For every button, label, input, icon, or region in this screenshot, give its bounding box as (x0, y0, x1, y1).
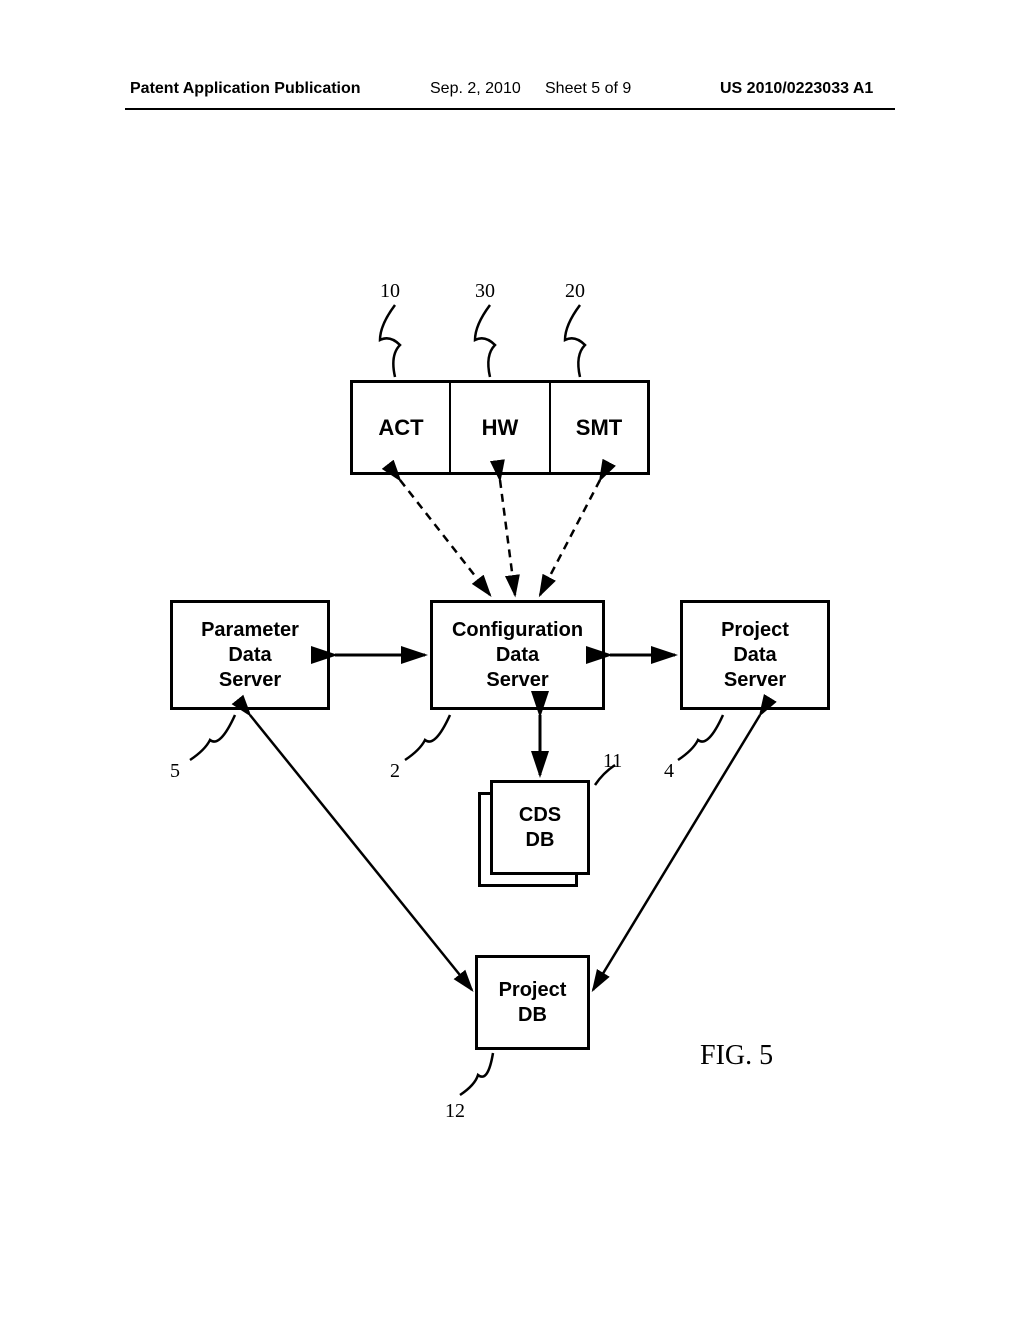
ref-2: 2 (390, 760, 400, 783)
box-cds-db: CDS DB (490, 780, 590, 875)
figure-5-diagram: 10 30 20 ACT HW SMT Parameter Data Serve… (0, 0, 1024, 1320)
ref-30: 30 (475, 280, 495, 303)
box-hw: HW (450, 380, 550, 475)
ref-12: 12 (445, 1100, 465, 1123)
ref-4: 4 (664, 760, 674, 783)
ref-10: 10 (380, 280, 400, 303)
ref-5: 5 (170, 760, 180, 783)
box-parameter-data-server: Parameter Data Server (170, 600, 330, 710)
ref-11: 11 (603, 750, 622, 773)
box-project-db: Project DB (475, 955, 590, 1050)
ref-20: 20 (565, 280, 585, 303)
box-configuration-data-server: Configuration Data Server (430, 600, 605, 710)
box-act: ACT (350, 380, 450, 475)
box-smt: SMT (550, 380, 650, 475)
box-project-data-server: Project Data Server (680, 600, 830, 710)
figure-label: FIG. 5 (700, 1040, 773, 1072)
